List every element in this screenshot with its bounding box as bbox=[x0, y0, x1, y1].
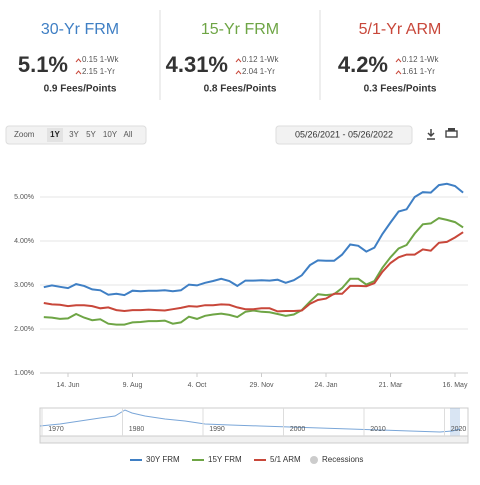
series-line bbox=[43, 182, 464, 297]
legend-label: 5/1 ARM bbox=[270, 455, 301, 464]
x-tick-label: 29. Nov bbox=[249, 382, 274, 389]
up-arrow bbox=[75, 70, 82, 75]
fees: 0.3 Fees/Points bbox=[364, 84, 437, 95]
scrollbar[interactable] bbox=[39, 435, 469, 444]
card-title: 5/1-Yr ARM bbox=[359, 21, 442, 38]
series-line bbox=[43, 217, 464, 326]
navigator-label: 2010 bbox=[370, 426, 386, 433]
year-change: 2.04 1-Yr bbox=[242, 67, 275, 76]
download-icon[interactable] bbox=[427, 129, 435, 140]
up-arrow bbox=[235, 70, 242, 75]
zoom-selected bbox=[47, 128, 63, 142]
week-change: 0.15 1-Wk bbox=[82, 55, 119, 64]
navigator-label: 1990 bbox=[209, 426, 225, 433]
y-tick-label: 4.00% bbox=[14, 238, 34, 245]
legend-label: 30Y FRM bbox=[146, 455, 180, 464]
up-arrow bbox=[395, 58, 402, 63]
series-line bbox=[43, 231, 464, 313]
rate: 5.1% bbox=[18, 52, 68, 77]
x-tick-label: 14. Jun bbox=[57, 382, 80, 389]
card-title: 30-Yr FRM bbox=[41, 21, 119, 38]
navigator-window[interactable] bbox=[450, 408, 460, 436]
x-tick-label: 21. Mar bbox=[379, 382, 403, 389]
card-title: 15-Yr FRM bbox=[201, 21, 279, 38]
navigator-label: 2000 bbox=[290, 426, 306, 433]
navigator-line bbox=[39, 409, 461, 433]
zoom-bar bbox=[5, 125, 147, 145]
zoom-option[interactable]: 3Y bbox=[69, 130, 79, 139]
y-tick-label: 1.00% bbox=[14, 370, 34, 377]
date-range-box bbox=[275, 125, 413, 145]
navigator-label: 1970 bbox=[48, 426, 64, 433]
rate: 4.31% bbox=[166, 52, 228, 77]
rate: 4.2% bbox=[338, 52, 388, 77]
y-tick-label: 2.00% bbox=[14, 326, 34, 333]
legend-label: Recessions bbox=[322, 455, 363, 464]
up-arrow bbox=[235, 58, 242, 63]
print-icon[interactable] bbox=[445, 130, 458, 138]
legend-swatch bbox=[310, 456, 318, 464]
y-tick-label: 5.00% bbox=[14, 194, 34, 201]
fees: 0.9 Fees/Points bbox=[44, 84, 117, 95]
year-change: 2.15 1-Yr bbox=[82, 67, 115, 76]
zoom-option[interactable]: 5Y bbox=[86, 130, 96, 139]
zoom-option[interactable]: 10Y bbox=[103, 130, 118, 139]
up-arrow bbox=[395, 70, 402, 75]
legend-label: 15Y FRM bbox=[208, 455, 242, 464]
zoom-label: Zoom bbox=[14, 130, 35, 139]
navigator-label: 2020 bbox=[451, 426, 467, 433]
fees: 0.8 Fees/Points bbox=[204, 84, 277, 95]
navigator-label: 1980 bbox=[129, 426, 145, 433]
x-tick-label: 24. Jan bbox=[315, 382, 338, 389]
x-tick-label: 16. May bbox=[443, 382, 468, 389]
date-range: 05/26/2021 - 05/26/2022 bbox=[295, 129, 393, 139]
x-tick-label: 9. Aug bbox=[123, 382, 143, 389]
year-change: 1.61 1-Yr bbox=[402, 67, 435, 76]
up-arrow bbox=[75, 58, 82, 63]
week-change: 0.12 1-Wk bbox=[402, 55, 439, 64]
x-tick-label: 4. Oct bbox=[188, 382, 207, 389]
zoom-option[interactable]: 1Y bbox=[50, 130, 60, 139]
y-tick-label: 3.00% bbox=[14, 282, 34, 289]
week-change: 0.12 1-Wk bbox=[242, 55, 279, 64]
zoom-option[interactable]: All bbox=[124, 130, 133, 139]
print-icon-top bbox=[448, 128, 455, 131]
navigator bbox=[39, 407, 469, 437]
